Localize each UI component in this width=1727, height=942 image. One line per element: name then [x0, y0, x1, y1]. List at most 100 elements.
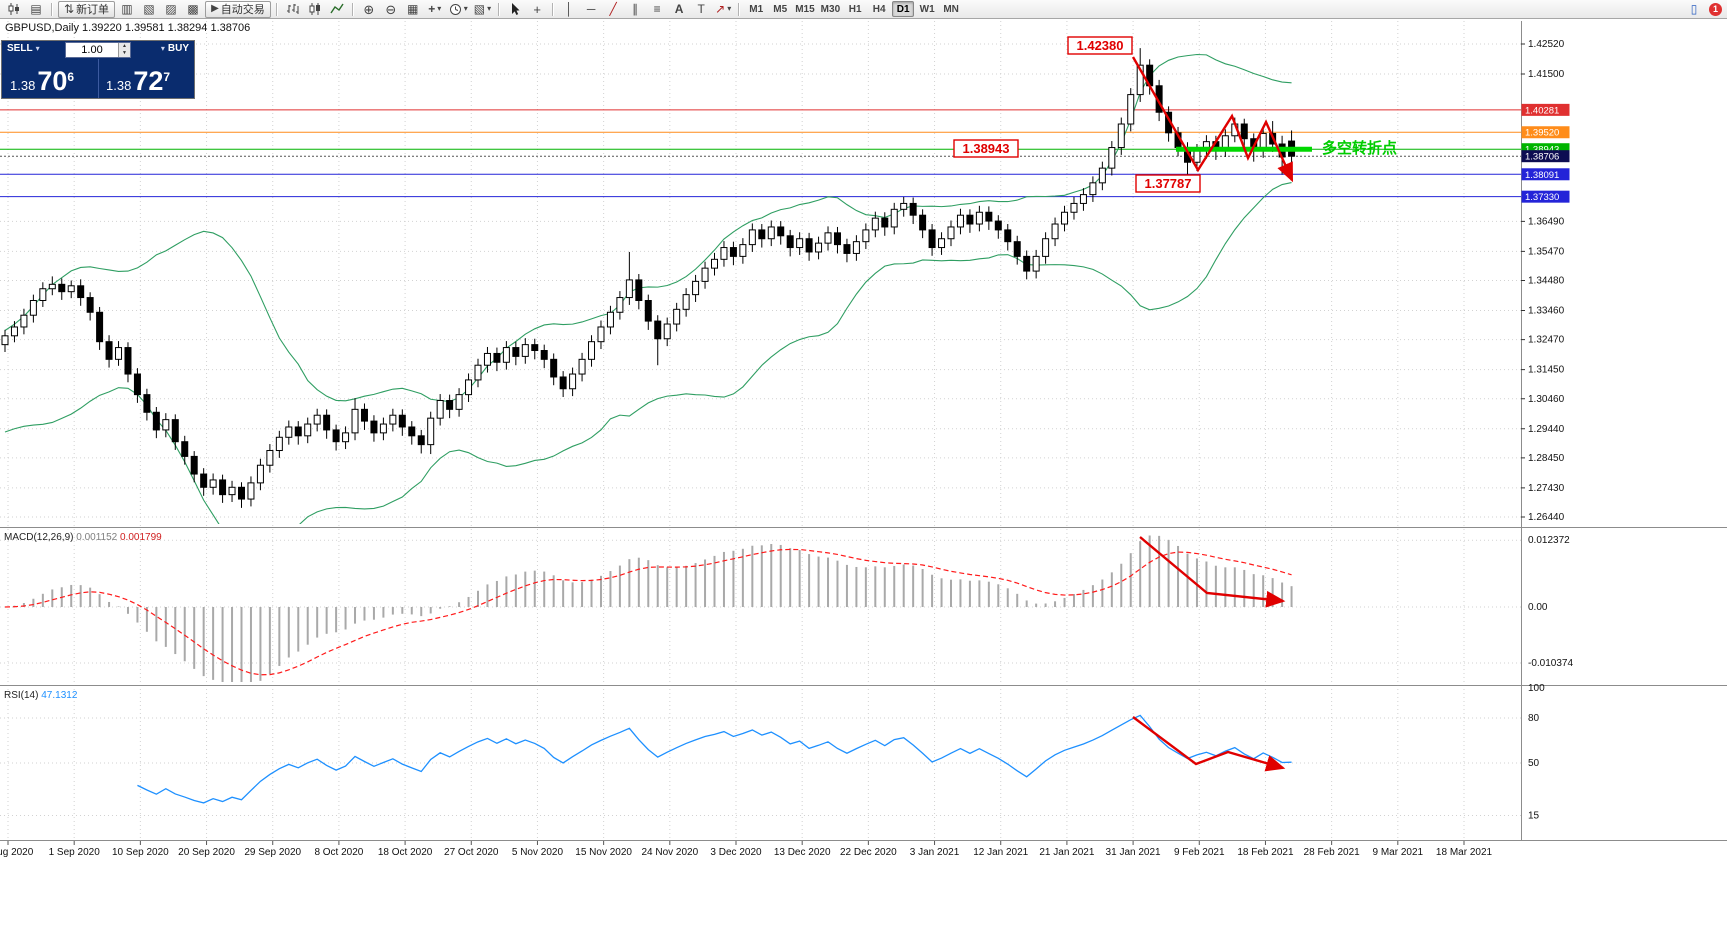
candles-glyph	[8, 3, 19, 15]
timeframe-button-m15[interactable]: M15	[793, 1, 816, 17]
macd-pane[interactable]	[0, 529, 1521, 682]
fibonacci-icon[interactable]: ≡	[647, 1, 667, 17]
price-annotation-text: 1.37787	[1145, 176, 1192, 191]
tile-glyph: ▦	[407, 2, 419, 16]
price-annotation-box[interactable]	[1135, 174, 1201, 193]
price-axis[interactable]	[1521, 21, 1727, 841]
rsi-label: RSI(14) 47.1312	[4, 690, 78, 701]
svg-text:3 Jan 2021: 3 Jan 2021	[910, 847, 960, 858]
buy-price-big: 72	[133, 66, 164, 96]
timeframe-button-d1[interactable]: D1	[892, 1, 915, 17]
svg-text:5 Nov 2020: 5 Nov 2020	[512, 847, 564, 858]
autotrade-label: 自动交易	[220, 4, 265, 16]
buy-price: 1.38 72 7	[106, 66, 170, 96]
volume-up-button[interactable]: ▲	[119, 43, 130, 50]
price-annotation-box[interactable]	[1067, 36, 1133, 55]
timeframe-button-m30[interactable]: M30	[819, 1, 842, 17]
zoom-in-icon[interactable]: ⊕	[359, 1, 379, 17]
new-order-button[interactable]: ⇅ 新订单	[58, 0, 116, 18]
price-annotation-box[interactable]	[953, 139, 1019, 158]
volume-value: 1.00	[81, 44, 103, 56]
text-tool-icon[interactable]: A	[669, 1, 689, 17]
line-glyph	[330, 3, 344, 14]
arrows-tool-icon[interactable]: ↗ ▾	[713, 1, 733, 17]
macd-scale-label: -0.010374	[1528, 658, 1573, 669]
price-trend-arrow[interactable]	[1131, 56, 1294, 183]
bar-chart-icon[interactable]	[283, 1, 303, 17]
templates-dropdown-icon[interactable]: ▧ ▾	[472, 1, 493, 17]
price-level-badge	[1521, 168, 1570, 181]
macd-scale-label: 0.00	[1528, 602, 1548, 613]
autotrade-play-icon: ▶	[211, 3, 219, 14]
rsi-pane[interactable]	[0, 687, 1521, 838]
timeframe-button-mn[interactable]: MN	[940, 1, 962, 17]
timeframe-button-h4[interactable]: H4	[868, 1, 890, 17]
svg-text:1.38706: 1.38706	[1525, 152, 1559, 163]
horizontal-line-icon[interactable]: ─	[581, 1, 601, 17]
crosshair-icon[interactable]: +	[527, 1, 547, 17]
rsi-scale-label: 80	[1528, 713, 1540, 724]
macd-trend-arrow[interactable]	[1139, 536, 1286, 608]
channel-glyph: ∥	[632, 2, 639, 16]
price-chart-area[interactable]	[0, 21, 1521, 524]
tile-windows-icon[interactable]: ▦	[403, 1, 423, 17]
new-chart-icon[interactable]	[4, 1, 24, 17]
rsi-scale-label: 15	[1528, 811, 1540, 822]
volume-down-button[interactable]: ▼	[119, 50, 130, 57]
svg-text:1.41500: 1.41500	[1528, 69, 1565, 80]
indicators-plus-glyph: +	[428, 2, 436, 16]
svg-text:1.30460: 1.30460	[1528, 394, 1565, 405]
drawn-annotations[interactable]: 1.42380 1.38943 1.37787 多空转折点	[953, 36, 1397, 772]
volume-input[interactable]: 1.00 ▲ ▼	[65, 42, 131, 58]
time-axis[interactable]	[0, 841, 1521, 861]
trendline-icon[interactable]: ╱	[603, 1, 623, 17]
new-order-icon: ⇅	[64, 2, 75, 16]
cursor-icon[interactable]	[505, 1, 525, 17]
vertical-line-icon[interactable]: │	[559, 1, 579, 17]
market-watch-icon[interactable]: ▥	[117, 1, 137, 17]
price-axis-labels: 1.42520 1.41500 1.36490 1.35470 1.34480 1.334…	[1521, 39, 1573, 822]
sell-label: SELL	[7, 43, 33, 54]
timeframe-button-m5[interactable]: M5	[769, 1, 791, 17]
buy-dropdown-icon[interactable]: ▾	[160, 43, 165, 53]
arrow-glyph: ↗	[715, 2, 726, 16]
rsi-trend-arrow[interactable]	[1132, 716, 1286, 772]
line-chart-icon[interactable]	[327, 1, 347, 17]
buy-price-sup: 7	[163, 70, 171, 84]
chart-profiles-icon[interactable]: ▤	[26, 1, 46, 17]
mobile-app-icon[interactable]: ▯	[1684, 1, 1704, 17]
zoom-in-glyph: ⊕	[363, 1, 375, 17]
indicators-icon[interactable]: + ▾	[425, 1, 445, 17]
svg-text:1.36490: 1.36490	[1528, 216, 1565, 227]
timeframe-buttons: M1 M5 M15 M30 H1 H4 D1 W1 MN	[744, 1, 963, 17]
candlestick-chart-icon[interactable]	[305, 1, 325, 17]
sell-dropdown-icon[interactable]: ▾	[35, 43, 40, 53]
svg-text:9 Feb 2021: 9 Feb 2021	[1174, 847, 1225, 858]
chart-window: 1.42380 1.38943 1.37787 多空转折点 1.42520 1.41500…	[0, 19, 1727, 942]
zoom-out-icon[interactable]: ⊖	[381, 1, 401, 17]
timeframe-button-m1[interactable]: M1	[745, 1, 767, 17]
svg-text:1.31450: 1.31450	[1528, 365, 1565, 376]
notification-badge[interactable]: 1	[1709, 2, 1722, 16]
timeframe-button-h1[interactable]: H1	[844, 1, 866, 17]
channel-icon[interactable]: ∥	[625, 1, 645, 17]
label-tool-icon[interactable]: T	[691, 1, 711, 17]
price-level-lines[interactable]	[0, 109, 1521, 198]
periods-dropdown-icon[interactable]: ▾	[447, 1, 470, 17]
autotrade-button[interactable]: ▶ 自动交易	[205, 0, 271, 18]
terminal-icon[interactable]: ▩	[183, 1, 203, 17]
svg-text:3 Aug 2020: 3 Aug 2020	[0, 847, 34, 858]
svg-text:1.26440: 1.26440	[1528, 512, 1565, 523]
svg-text:18 Mar 2021: 18 Mar 2021	[1436, 847, 1493, 858]
turning-point-label[interactable]: 多空转折点	[1322, 139, 1397, 157]
timeframe-button-w1[interactable]: W1	[916, 1, 938, 17]
svg-text:24 Nov 2020: 24 Nov 2020	[641, 847, 698, 858]
svg-text:3 Dec 2020: 3 Dec 2020	[710, 847, 762, 858]
chevron-down-icon: ▾	[437, 4, 442, 13]
svg-text:1.38091: 1.38091	[1525, 170, 1559, 181]
toolbar-right-group: ▯ 1	[1683, 1, 1724, 17]
price-level-badge	[1521, 150, 1570, 163]
data-window-icon[interactable]: ▧	[139, 1, 159, 17]
template-glyph: ▧	[473, 2, 486, 16]
navigator-icon[interactable]: ▨	[161, 1, 181, 17]
